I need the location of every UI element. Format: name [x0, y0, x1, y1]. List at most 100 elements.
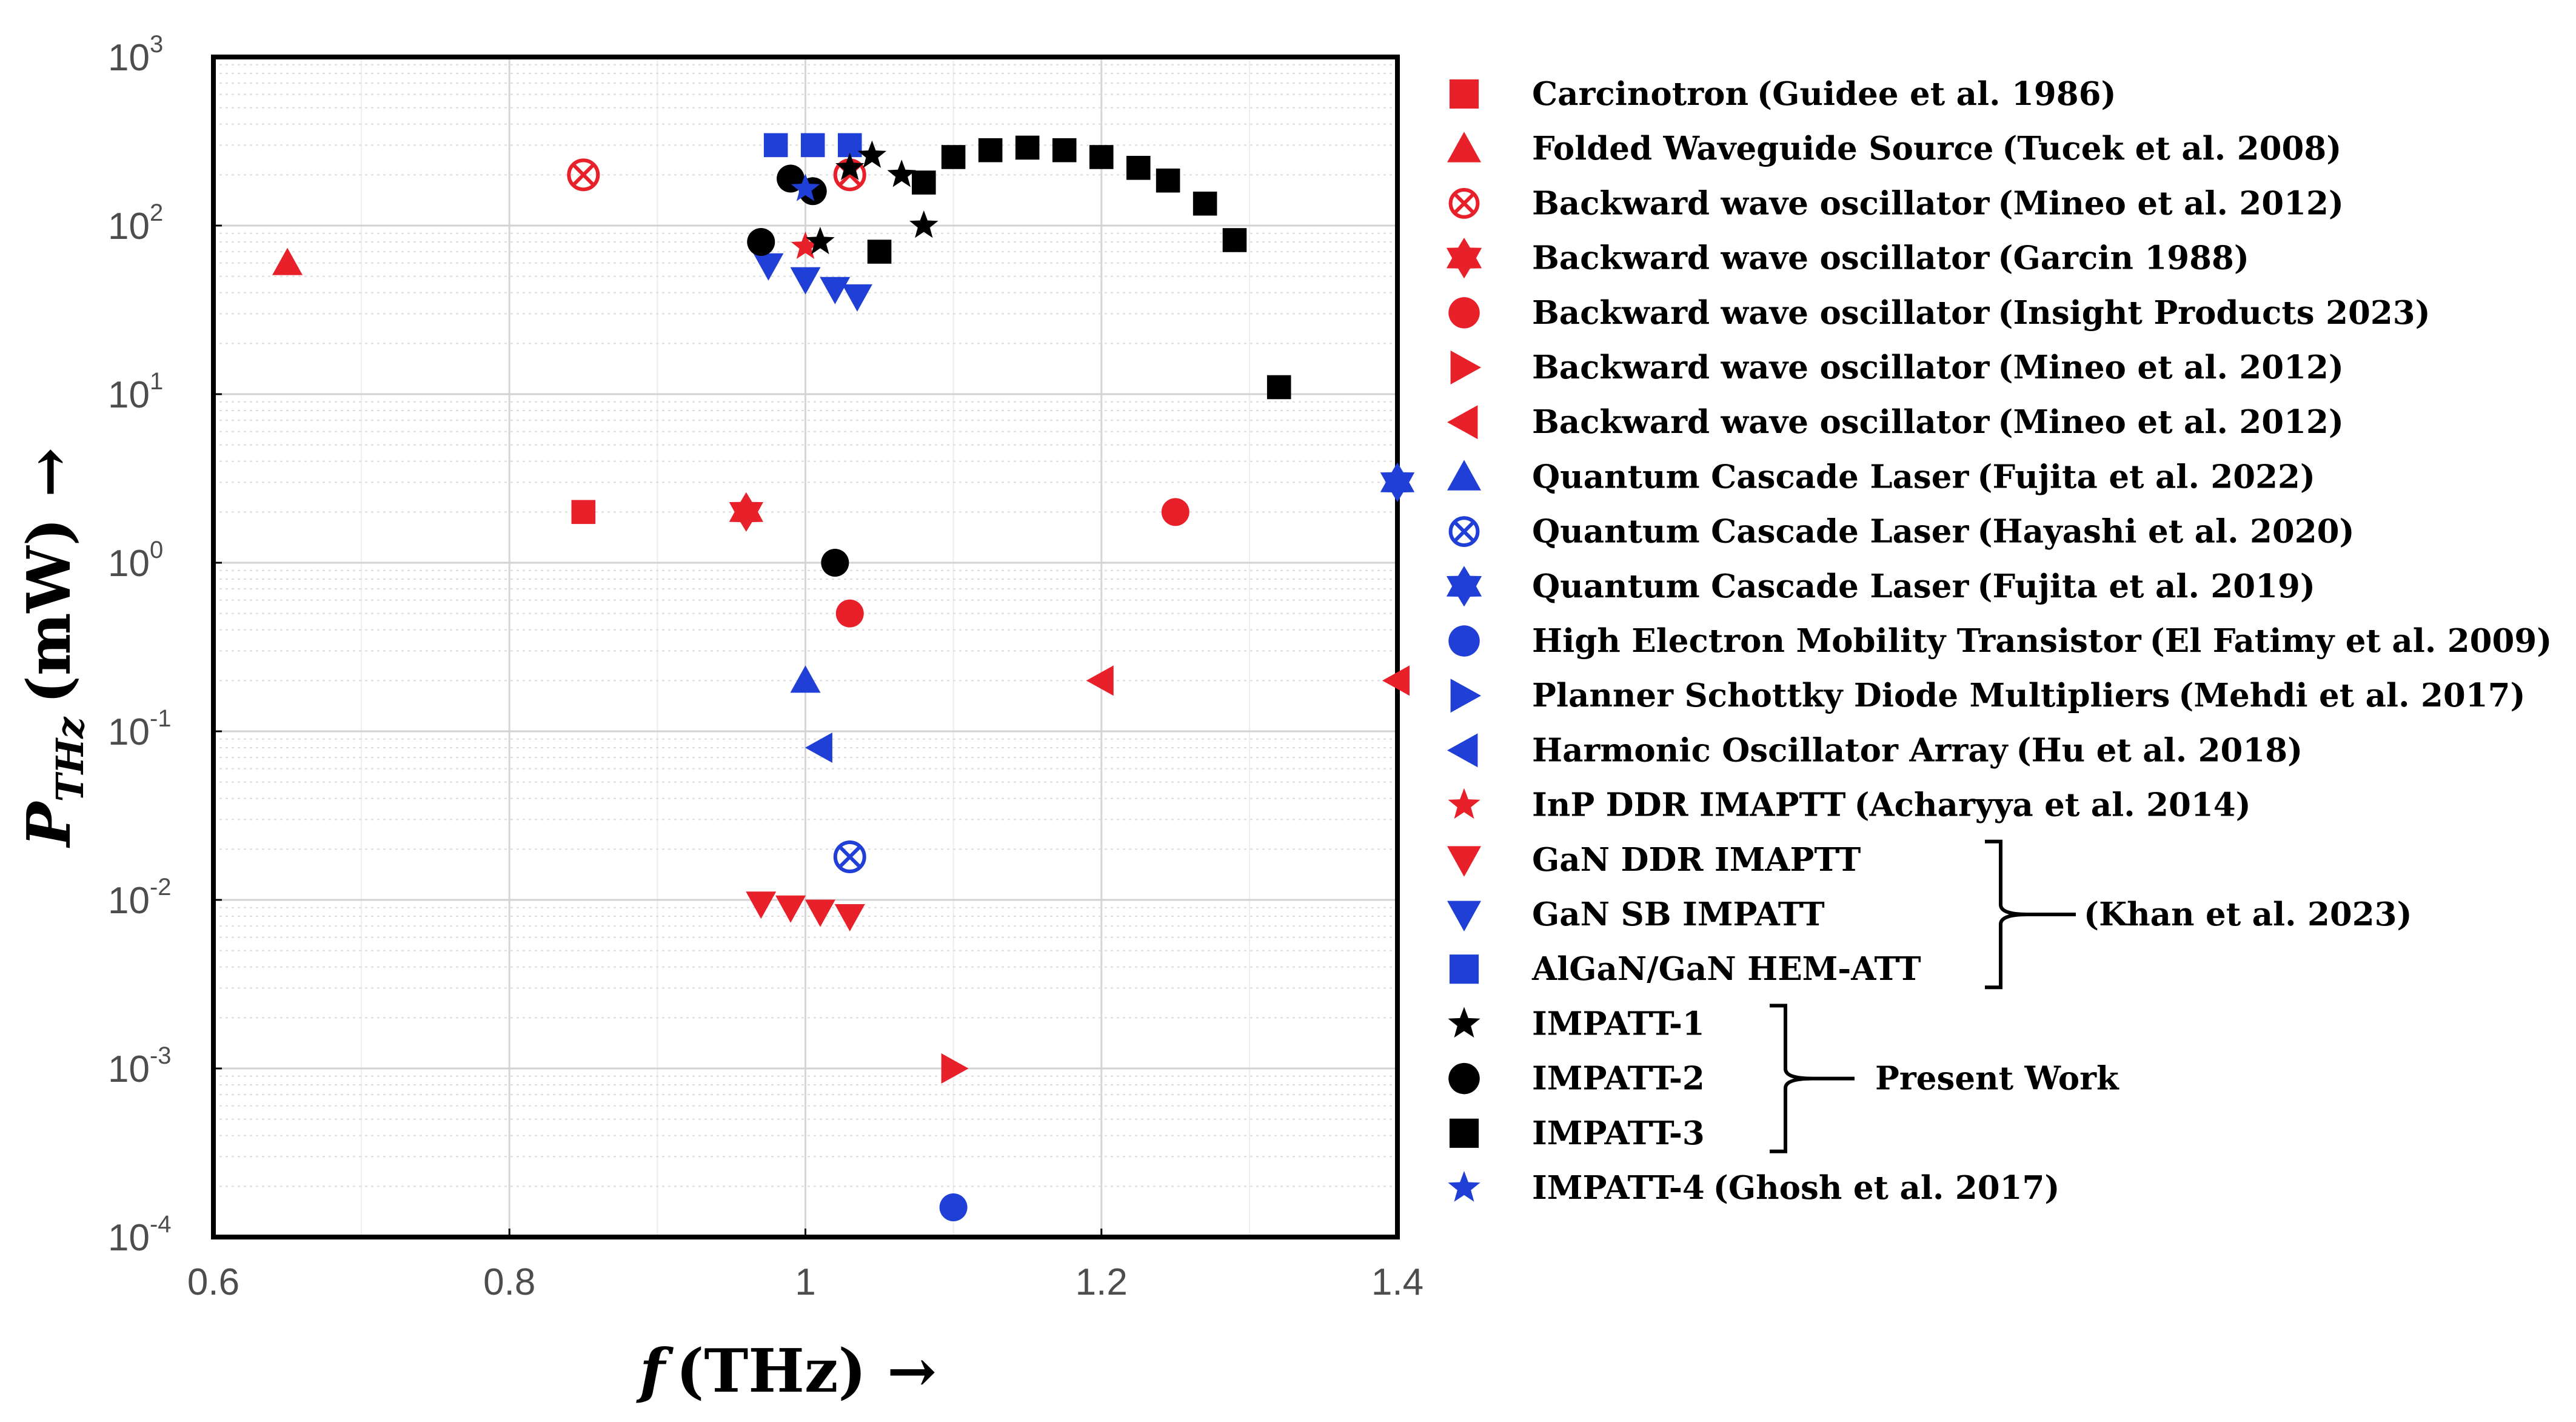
legend-series-name: Planner Schottky Diode Multipliers	[1532, 677, 2170, 714]
y-tick-label: 10-3	[108, 1042, 172, 1090]
legend-marker-carcinotron	[1449, 79, 1479, 109]
legend-series-name: Quantum Cascade Laser	[1532, 513, 1969, 551]
y-tick-exponent: -2	[150, 874, 172, 900]
data-point-impatt-1	[806, 226, 835, 255]
data-point-backward-wave-oscillator	[729, 492, 763, 532]
legend-entry: Harmonic Oscillator Array (Hu et al. 2018…	[1447, 731, 2303, 769]
legend-entry: IMPATT-4 (Ghosh et al. 2017)	[1448, 1169, 2059, 1207]
legend-marker-backward-wave-oscillator	[1446, 238, 1482, 279]
y-tick-exponent: 0	[150, 537, 163, 563]
legend-series-name: IMPATT-3	[1532, 1115, 1705, 1152]
legend-marker-quantum-cascade-laser	[1448, 516, 1480, 547]
legend-series-ref: (Fujita et al. 2022)	[1977, 458, 2315, 495]
data-point-folded-waveguide-source	[272, 247, 303, 275]
data-point-algan-gan-hem-att	[800, 133, 825, 158]
legend-label: Folded Waveguide Source (Tucek et al. 200…	[1532, 130, 2341, 167]
y-tick-label: 10-2	[108, 874, 172, 922]
legend-marker-impatt-1	[1448, 1007, 1480, 1038]
legend-entry: Backward wave oscillator (Mineo et al. 20…	[1447, 403, 2344, 441]
x-tick-label: 1.4	[1371, 1261, 1423, 1303]
marker-cross	[1454, 193, 1474, 213]
legend-series-ref: (Acharyya et al. 2014)	[1854, 786, 2250, 824]
y-tick-base: 10	[108, 37, 150, 79]
legend-label: Harmonic Oscillator Array (Hu et al. 2018…	[1532, 731, 2303, 769]
data-point-gan-ddr-imaptt	[834, 904, 865, 931]
legend-label: IMPATT-4 (Ghosh et al. 2017)	[1532, 1169, 2059, 1207]
legend-label: IMPATT-2	[1532, 1060, 1705, 1098]
data-point-impatt-1	[887, 159, 916, 187]
data-point-impatt-2	[747, 227, 775, 256]
legend-label: Carcinotron (Guidee et al. 1986)	[1532, 75, 2116, 113]
y-tick-label: 103	[108, 31, 163, 79]
legend-series-name: InP DDR IMAPTT	[1532, 786, 1845, 824]
legend-label: Backward wave oscillator (Mineo et al. 20…	[1532, 349, 2344, 386]
legend-entry: Backward wave oscillator (Mineo et al. 20…	[1450, 349, 2344, 386]
data-point-quantum-cascade-laser	[1380, 462, 1415, 502]
legend-marker-backward-wave-oscillator	[1447, 405, 1478, 440]
data-point-impatt-3	[941, 145, 966, 169]
legend-series-name: Carcinotron	[1532, 75, 1748, 113]
y-tick-label: 102	[108, 200, 163, 247]
x-tick-label: 1.2	[1076, 1261, 1128, 1303]
legend-marker-impatt-2	[1448, 1062, 1480, 1095]
legend-marker-high-electron-mobility-transistor	[1448, 625, 1480, 657]
legend-marker-impatt-4	[1448, 1171, 1480, 1202]
data-point-impatt-1	[835, 152, 865, 180]
legend-entry: Carcinotron (Guidee et al. 1986)	[1449, 75, 2116, 113]
data-point-backward-wave-oscillator	[567, 158, 600, 192]
data-point-gan-ddr-imaptt	[805, 899, 835, 927]
data-point-harmonic-oscillator-array	[805, 732, 832, 763]
legend-marker-planner-schottky-diode-multipliers	[1450, 679, 1481, 713]
legend-series-ref: (Mehdi et al. 2017)	[2178, 677, 2525, 714]
legend-series-name: IMPATT-1	[1532, 1005, 1705, 1042]
legend-series-name: GaN SB IMPATT	[1532, 896, 1825, 933]
data-point-backward-wave-oscillator	[941, 1053, 969, 1084]
y-tick-base: 10	[108, 711, 150, 753]
legend-entry: Backward wave oscillator (Insight Product…	[1448, 294, 2430, 332]
data-point-impatt-3	[978, 138, 1003, 163]
legend-label: Quantum Cascade Laser (Fujita et al. 2022…	[1532, 458, 2315, 495]
legend-series-name: GaN DDR IMAPTT	[1532, 841, 1861, 879]
y-tick-exponent: 2	[150, 200, 163, 226]
legend-series-ref: (Mineo et al. 2012)	[1998, 184, 2344, 222]
data-point-gan-sb-impatt	[820, 277, 851, 304]
legend-series-ref: (Ghosh et al. 2017)	[1713, 1169, 2060, 1207]
legend-marker-backward-wave-oscillator	[1448, 188, 1480, 219]
legend-marker-gan-sb-impatt	[1447, 900, 1481, 931]
group-present-work: Present Work	[1770, 1004, 2119, 1153]
x-axis-ticks: 0.6 0.8 1 1.2 1.4	[187, 1229, 1423, 1303]
data-point-gan-sb-impatt	[790, 267, 821, 295]
legend-marker-harmonic-oscillator-array	[1447, 733, 1478, 768]
x-tick-label: 0.6	[187, 1261, 239, 1303]
legend-marker-gan-ddr-imaptt	[1447, 846, 1481, 877]
y-axis-unit: (mW) →	[15, 448, 84, 704]
legend: Carcinotron (Guidee et al. 1986) Folded Wa…	[1446, 75, 2552, 1207]
data-point-quantum-cascade-laser	[790, 665, 821, 693]
legend-series-ref: (El Fatimy et al. 2009)	[2150, 622, 2552, 660]
legend-marker-impatt-3	[1449, 1118, 1479, 1148]
data-marks	[272, 133, 1415, 1222]
legend-label: Quantum Cascade Laser (Fujita et al. 2019…	[1532, 568, 2315, 605]
y-axis-subscript: THz	[48, 716, 92, 802]
data-point-algan-gan-hem-att	[763, 133, 788, 158]
data-point-backward-wave-oscillator	[1161, 498, 1189, 526]
data-point-impatt-1	[857, 140, 887, 168]
y-tick-exponent: 1	[150, 368, 163, 395]
data-point-high-electron-mobility-transistor	[939, 1193, 968, 1222]
legend-marker-algan-gan-hem-att	[1449, 954, 1479, 984]
data-point-impatt-3	[1015, 135, 1040, 160]
marker-cross	[573, 164, 594, 186]
legend-label: GaN DDR IMAPTT	[1532, 841, 1861, 879]
x-axis-unit: (THz) →	[676, 1336, 937, 1406]
legend-series-ref: (Hayashi et al. 2020)	[1977, 513, 2354, 551]
y-tick-base: 10	[108, 206, 150, 247]
legend-entry: IMPATT-1	[1448, 1005, 1705, 1042]
data-point-quantum-cascade-laser	[833, 840, 866, 874]
legend-label: Backward wave oscillator (Mineo et al. 20…	[1532, 403, 2344, 441]
data-point-impatt-3	[1156, 168, 1180, 193]
legend-series-ref: (Guidee et al. 1986)	[1757, 75, 2116, 113]
data-point-backward-wave-oscillator	[1382, 665, 1410, 696]
marker-ring	[567, 158, 600, 192]
y-tick-base: 10	[108, 374, 150, 416]
y-tick-label: 100	[108, 537, 163, 585]
